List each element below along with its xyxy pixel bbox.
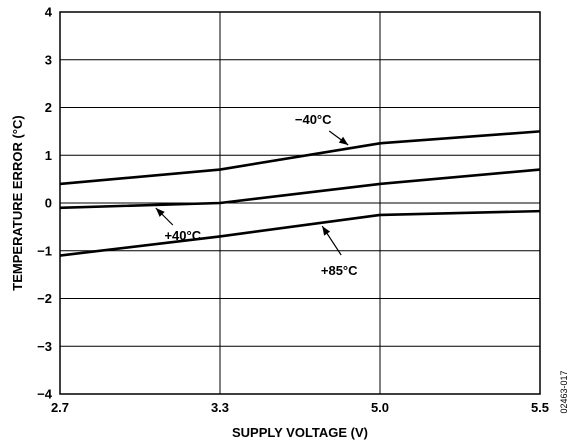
series-line-plus85 xyxy=(59,209,541,257)
series-label-plus40: +40°C xyxy=(164,228,201,243)
y-tick-label: 0 xyxy=(45,196,52,211)
figure-code: 02463-017 xyxy=(559,370,569,413)
y-tick-labels: 4 3 2 1 0 −1 −2 −3 −4 xyxy=(37,5,53,402)
y-tick-label: 4 xyxy=(45,5,53,20)
series-label-minus40: −40°C xyxy=(295,112,332,127)
x-tick-labels: 2.7 3.3 5.0 5.5 xyxy=(51,400,549,415)
y-tick-label: −3 xyxy=(37,339,52,354)
y-tick-label: 2 xyxy=(45,100,52,115)
grid-lines xyxy=(59,11,541,395)
y-axis-title: TEMPERATURE ERROR (°C) xyxy=(10,115,25,290)
x-tick-label: 3.3 xyxy=(211,400,229,415)
series-line-minus40 xyxy=(59,130,541,186)
y-tick-label: 3 xyxy=(45,52,52,67)
y-tick-label: −4 xyxy=(37,387,53,402)
arrow-plus85-head xyxy=(322,226,331,236)
arrow-plus40-head xyxy=(155,208,165,217)
y-tick-label: −2 xyxy=(37,291,52,306)
x-tick-label: 5.5 xyxy=(531,400,549,415)
series-label-plus85: +85°C xyxy=(321,263,358,278)
x-tick-label: 5.0 xyxy=(371,400,389,415)
y-tick-label: −1 xyxy=(37,243,52,258)
series-line-plus40 xyxy=(59,168,541,210)
series-lines xyxy=(59,130,541,257)
x-tick-label: 2.7 xyxy=(51,400,69,415)
arrow-minus40-head xyxy=(338,136,349,146)
plot-frame xyxy=(59,11,541,395)
series-annotations: −40°C +40°C +85°C xyxy=(155,112,358,278)
x-axis-title: SUPPLY VOLTAGE (V) xyxy=(232,425,368,440)
y-tick-label: 1 xyxy=(45,148,52,163)
